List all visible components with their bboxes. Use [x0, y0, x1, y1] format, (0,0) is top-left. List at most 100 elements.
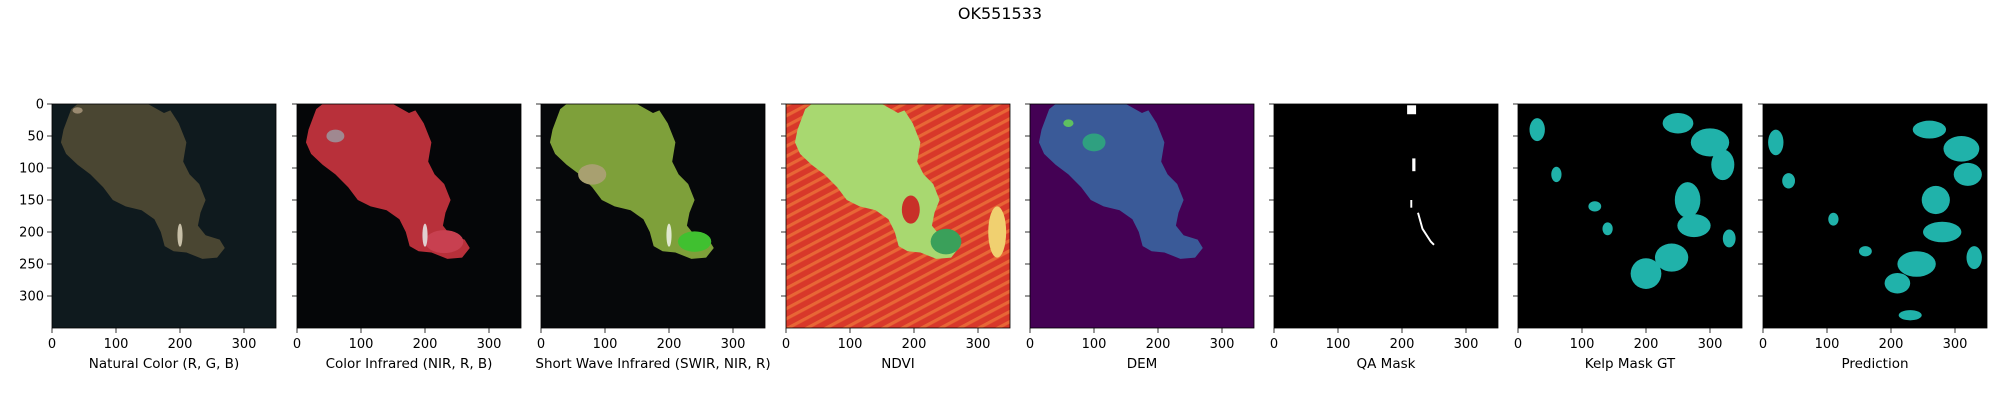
axes-frame: [1762, 103, 1988, 329]
x-tick-label: 300: [232, 337, 257, 352]
x-tick-label: 300: [1698, 337, 1723, 352]
panel-grid: 0 100 200 300 0 50 100 150 200 250 300 Natural Colo…: [19, 98, 1988, 372]
kelp-region: [1674, 182, 1701, 218]
kelp-region: [1923, 221, 1962, 243]
shore-highlight: [422, 223, 428, 247]
figure-title: OK551533: [958, 4, 1042, 23]
panel-pred: 0 100 200 300 Prediction: [1758, 103, 1988, 372]
panel-label: Natural Color (R, G, B): [89, 356, 239, 372]
kelp-region: [1722, 229, 1736, 248]
y-tick-label: 200: [19, 226, 44, 241]
kelp-image: [1518, 104, 1742, 329]
natural-image: [52, 104, 277, 329]
x-tick-label: 0: [537, 337, 545, 352]
x-tick-label: 0: [1270, 337, 1278, 352]
x-tick-label: 100: [593, 337, 618, 352]
x-tick-label: 200: [168, 337, 193, 352]
axes-frame: [540, 103, 766, 329]
panel-ndvi: 0 100 200 300 NDVI: [781, 103, 1011, 372]
x-tick-label: 0: [48, 337, 56, 352]
x-tick-label: 100: [349, 337, 374, 352]
bare-patch: [578, 164, 607, 185]
x-tick-label: 0: [1514, 337, 1522, 352]
panel-cir: 0 100 200 300 Color Infrared (NIR, R, B): [292, 103, 522, 372]
qa-image: [1274, 104, 1498, 329]
panel-label: Short Wave Infrared (SWIR, NIR, R): [535, 356, 770, 372]
kelp-region: [1897, 251, 1936, 277]
y-tick-label: 250: [19, 258, 44, 273]
x-tick-label: 200: [657, 337, 682, 352]
kelp-tint: [930, 228, 962, 255]
kelp-region: [1953, 162, 1982, 186]
kelp-region: [1551, 166, 1562, 183]
axes-frame: [1273, 103, 1499, 329]
shallows: [988, 206, 1007, 258]
x-tick-label: 300: [966, 337, 991, 352]
x-tick-label: 0: [1759, 337, 1767, 352]
kelp-region: [1529, 118, 1545, 142]
kelp-region: [1859, 246, 1872, 257]
axes-frame: [51, 103, 277, 329]
kelp-tint: [425, 230, 464, 254]
x-tick-label: 300: [1943, 337, 1968, 352]
kelp-region: [1921, 185, 1950, 215]
x-tick-label: 100: [104, 337, 129, 352]
x-tick-label: 300: [1210, 337, 1235, 352]
panel-label: QA Mask: [1357, 356, 1416, 372]
panel-label: Color Infrared (NIR, R, B): [326, 356, 493, 372]
rock-highlight: [72, 107, 83, 114]
x-tick-label: 300: [477, 337, 502, 352]
x-tick-label: 200: [1146, 337, 1171, 352]
kelp-region: [1828, 212, 1839, 226]
kelp-region: [1690, 128, 1730, 157]
swir-image: [541, 104, 765, 329]
x-tick-label: 200: [413, 337, 438, 352]
kelp-region: [1654, 243, 1689, 272]
x-tick-label: 100: [838, 337, 863, 352]
shore-highlight: [666, 223, 672, 247]
kelp-region: [1782, 173, 1795, 189]
panel-natural: 0 100 200 300 0 50 100 150 200 250 300 Natural Colo…: [19, 98, 277, 372]
kelp-region: [1630, 258, 1662, 289]
x-tick-label: 300: [721, 337, 746, 352]
x-tick-label: 300: [1454, 337, 1479, 352]
y-tick-label: 150: [19, 194, 44, 209]
y-tick-label: 100: [19, 162, 44, 177]
panel-kelp: 0 100 200 300 Kelp Mask GT: [1513, 103, 1743, 372]
mask-background: [1274, 104, 1498, 329]
kelp-region: [1711, 149, 1735, 181]
kelp-region: [1662, 112, 1694, 134]
kelp-region: [1602, 222, 1613, 236]
x-tick-label: 100: [1815, 337, 1840, 352]
kelp-region: [1768, 129, 1784, 156]
x-tick-label: 0: [293, 337, 301, 352]
x-tick-label: 200: [1634, 337, 1659, 352]
kelp-region: [1898, 310, 1922, 321]
qa-flag: [1417, 212, 1435, 246]
x-tick-label: 0: [1026, 337, 1034, 352]
panel-label: DEM: [1127, 356, 1158, 372]
peak: [1063, 119, 1074, 128]
pred-image: [1763, 104, 1987, 329]
bare-patch: [901, 195, 920, 224]
kelp-region: [1884, 272, 1911, 294]
bare-patch: [326, 129, 345, 143]
shore-highlight: [177, 223, 183, 247]
qa-flag: [1410, 200, 1413, 208]
x-tick-label: 200: [1879, 337, 1904, 352]
x-tick-label: 200: [1390, 337, 1415, 352]
y-tick-label: 300: [19, 290, 44, 305]
y-tick-label: 50: [27, 130, 44, 145]
x-tick-label: 200: [902, 337, 927, 352]
qa-flag: [1412, 158, 1416, 172]
panel-dem: 0 100 200 300 DEM: [1025, 103, 1255, 372]
x-tick-label: 0: [782, 337, 790, 352]
kelp-region: [1912, 120, 1947, 139]
kelp-region: [1966, 246, 1982, 270]
high-elevation: [1082, 133, 1106, 152]
axes-frame: [296, 103, 522, 329]
qa-flag: [1407, 105, 1417, 115]
x-tick-label: 100: [1326, 337, 1351, 352]
x-tick-label: 100: [1570, 337, 1595, 352]
